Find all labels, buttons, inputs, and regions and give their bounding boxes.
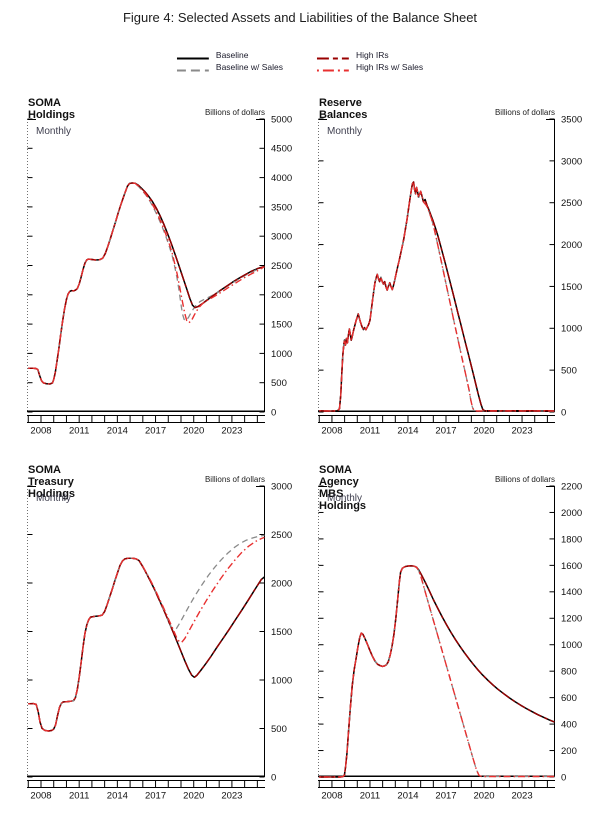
units-label: Billions of dollars bbox=[204, 108, 265, 117]
svg-text:400: 400 bbox=[561, 719, 577, 730]
plot-soma-treasury-holdings: 0 500 1000 1500 2000 2500 3000 2008 2011 2014 2017… bbox=[27, 481, 292, 802]
plot-soma-holdings: 0 500 1000 1500 2000 2500 3000 3500 4000 4500 5000… bbox=[27, 114, 292, 437]
svg-text:2500: 2500 bbox=[271, 530, 292, 541]
svg-text:2500: 2500 bbox=[271, 261, 292, 272]
svg-text:2011: 2011 bbox=[69, 791, 89, 802]
svg-text:2017: 2017 bbox=[145, 791, 166, 802]
svg-text:2023: 2023 bbox=[511, 791, 532, 802]
svg-text:2011: 2011 bbox=[360, 791, 380, 802]
svg-text:200: 200 bbox=[561, 746, 577, 757]
svg-text:2014: 2014 bbox=[107, 791, 128, 802]
svg-text:600: 600 bbox=[561, 693, 577, 704]
svg-text:0: 0 bbox=[271, 407, 276, 418]
svg-text:2014: 2014 bbox=[397, 426, 418, 437]
svg-text:2008: 2008 bbox=[30, 426, 51, 437]
high-irs-line-swatch-icon bbox=[317, 50, 349, 60]
svg-text:1500: 1500 bbox=[271, 627, 292, 638]
svg-text:2500: 2500 bbox=[561, 198, 582, 209]
chart-title: SOMA Treasury Holdings bbox=[28, 464, 76, 500]
legend-label: High IRs bbox=[356, 49, 389, 60]
svg-text:2200: 2200 bbox=[561, 481, 582, 492]
svg-text:2000: 2000 bbox=[561, 508, 582, 519]
svg-text:2014: 2014 bbox=[107, 426, 128, 437]
baseline-sales-line-swatch-icon bbox=[176, 62, 209, 72]
svg-text:1000: 1000 bbox=[561, 324, 582, 335]
svg-text:3000: 3000 bbox=[271, 481, 292, 492]
svg-text:1000: 1000 bbox=[271, 675, 292, 686]
high-irs-sales-line-swatch-icon bbox=[317, 62, 349, 72]
chart-title: Reserve Balances bbox=[319, 97, 368, 121]
legend-item-baseline-sales: Baseline w/ Sales bbox=[176, 61, 283, 72]
svg-text:1200: 1200 bbox=[561, 614, 582, 625]
units-label: Billions of dollars bbox=[494, 475, 555, 484]
legend-item-high-irs-sales: High IRs w/ Sales bbox=[317, 61, 423, 72]
units-label: Billions of dollars bbox=[204, 475, 265, 484]
svg-text:4500: 4500 bbox=[271, 144, 292, 155]
svg-text:2008: 2008 bbox=[321, 791, 342, 802]
svg-text:0: 0 bbox=[271, 772, 276, 783]
frequency-label: Monthly bbox=[327, 493, 363, 504]
svg-text:2011: 2011 bbox=[69, 426, 89, 437]
svg-text:2020: 2020 bbox=[183, 426, 204, 437]
plot-soma-agency-mbs-holdings: 0 200 400 600 800 1000 1200 1400 1600 1800 2000 220… bbox=[318, 481, 582, 802]
svg-text:2020: 2020 bbox=[473, 791, 494, 802]
svg-text:3000: 3000 bbox=[561, 156, 582, 167]
svg-text:1400: 1400 bbox=[561, 587, 582, 598]
baseline-line-swatch-icon bbox=[176, 50, 209, 60]
plot-reserve-balances: 0 500 1000 1500 2000 2500 3000 3500 2008 2011 2014… bbox=[318, 114, 582, 437]
svg-text:3000: 3000 bbox=[271, 232, 292, 243]
chart-title: SOMA Holdings bbox=[28, 97, 76, 121]
svg-text:0: 0 bbox=[561, 772, 566, 783]
frequency-label: Monthly bbox=[36, 493, 72, 504]
frequency-label: Monthly bbox=[36, 126, 72, 137]
svg-text:1000: 1000 bbox=[561, 640, 582, 651]
svg-text:5000: 5000 bbox=[271, 114, 292, 125]
figure-title: Figure 4: Selected Assets and Liabilitie… bbox=[122, 10, 478, 25]
svg-text:1800: 1800 bbox=[561, 534, 582, 545]
svg-text:3500: 3500 bbox=[561, 114, 582, 125]
svg-text:3500: 3500 bbox=[271, 202, 292, 213]
svg-text:1500: 1500 bbox=[271, 320, 292, 331]
legend-label: Baseline bbox=[215, 49, 249, 60]
svg-text:2023: 2023 bbox=[511, 426, 532, 437]
svg-text:2023: 2023 bbox=[221, 791, 242, 802]
svg-text:2014: 2014 bbox=[397, 791, 418, 802]
svg-text:2020: 2020 bbox=[183, 791, 204, 802]
svg-text:2023: 2023 bbox=[221, 426, 242, 437]
svg-text:2017: 2017 bbox=[435, 791, 456, 802]
svg-text:800: 800 bbox=[561, 667, 577, 678]
svg-text:500: 500 bbox=[271, 378, 287, 389]
chart-title: SOMA Agency MBS Holdings bbox=[319, 464, 367, 512]
svg-text:1000: 1000 bbox=[271, 349, 292, 360]
svg-text:500: 500 bbox=[271, 724, 287, 735]
svg-text:2008: 2008 bbox=[321, 426, 342, 437]
frequency-label: Monthly bbox=[327, 126, 363, 137]
svg-text:2000: 2000 bbox=[271, 578, 292, 589]
svg-text:2017: 2017 bbox=[435, 426, 456, 437]
units-label: Billions of dollars bbox=[494, 108, 555, 117]
svg-text:2011: 2011 bbox=[360, 426, 380, 437]
svg-text:500: 500 bbox=[561, 366, 577, 377]
svg-text:2008: 2008 bbox=[30, 791, 51, 802]
svg-text:4000: 4000 bbox=[271, 173, 292, 184]
svg-text:1500: 1500 bbox=[561, 282, 582, 293]
legend-item-baseline: Baseline bbox=[176, 49, 283, 60]
legend-label: Baseline w/ Sales bbox=[215, 61, 283, 72]
svg-text:1600: 1600 bbox=[561, 561, 582, 572]
legend-item-high-irs: High IRs bbox=[317, 49, 423, 60]
svg-text:0: 0 bbox=[561, 407, 566, 418]
svg-text:2000: 2000 bbox=[561, 240, 582, 251]
svg-text:2000: 2000 bbox=[271, 290, 292, 301]
svg-text:2020: 2020 bbox=[473, 426, 494, 437]
legend-label: High IRs w/ Sales bbox=[356, 61, 424, 72]
legend: Baseline Baseline w/ Sales High IRs High… bbox=[176, 49, 423, 72]
svg-text:2017: 2017 bbox=[145, 426, 166, 437]
